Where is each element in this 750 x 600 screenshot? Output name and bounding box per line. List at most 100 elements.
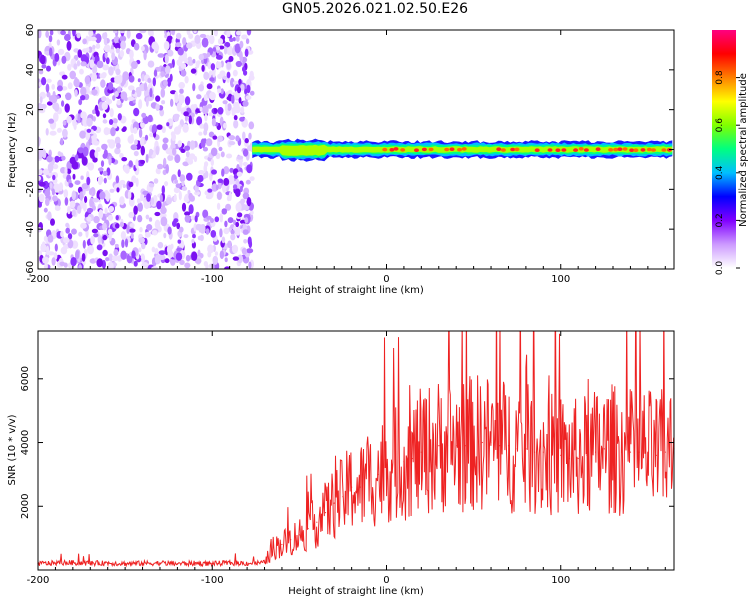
- noise-speckle: [248, 121, 255, 130]
- noise-speckle: [91, 72, 97, 82]
- snr-data-point: [281, 543, 283, 546]
- noise-speckle: [60, 137, 64, 146]
- noise-speckle: [249, 176, 255, 182]
- noise-speckle: [40, 54, 46, 65]
- snr-data-point: [560, 454, 562, 456]
- noise-speckle: [217, 73, 223, 80]
- noise-speckle: [131, 89, 135, 95]
- noise-speckle: [184, 96, 191, 106]
- noise-speckle: [62, 128, 68, 138]
- noise-speckle: [84, 196, 88, 203]
- snr-data-point: [647, 451, 649, 453]
- noise-speckle: [53, 183, 61, 193]
- snr-data-point: [54, 562, 57, 564]
- noise-speckle: [140, 45, 145, 52]
- signal-peak: [449, 147, 455, 151]
- noise-speckle: [173, 218, 179, 223]
- snr-data-point: [316, 521, 318, 523]
- noise-speckle: [207, 244, 214, 254]
- noise-speckle: [64, 166, 68, 175]
- signal-peak: [461, 147, 467, 151]
- snr-data-point: [603, 448, 605, 450]
- noise-speckle: [54, 52, 60, 62]
- noise-speckle: [117, 113, 122, 121]
- noise-speckle: [101, 96, 107, 102]
- noise-speckle: [227, 217, 234, 224]
- noise-speckle: [189, 140, 196, 150]
- noise-speckle: [176, 102, 182, 112]
- noise-speckle: [79, 130, 87, 139]
- noise-speckle: [91, 89, 98, 96]
- noise-speckle: [38, 150, 43, 160]
- noise-speckle: [243, 70, 248, 76]
- noise-speckle: [102, 119, 108, 124]
- noise-speckle: [144, 231, 151, 238]
- signal-peak: [382, 147, 388, 152]
- noise-speckle: [204, 113, 208, 122]
- noise-speckle: [47, 234, 54, 243]
- noise-speckle: [113, 249, 119, 256]
- noise-speckle: [86, 117, 93, 127]
- noise-speckle: [233, 119, 239, 129]
- noise-speckle: [127, 96, 135, 102]
- noise-speckle: [224, 102, 228, 113]
- noise-speckle: [151, 266, 159, 269]
- noise-speckle: [215, 55, 223, 60]
- noise-speckle: [147, 77, 152, 83]
- snr-data-point: [342, 496, 344, 498]
- snr-data-point: [412, 457, 414, 460]
- snr-data-point: [595, 451, 597, 453]
- noise-speckle: [167, 49, 174, 57]
- noise-speckle: [212, 255, 219, 265]
- noise-speckle: [184, 114, 188, 122]
- noise-speckle: [96, 258, 103, 268]
- noise-speckle: [181, 180, 185, 187]
- spectrogram-x-axis: -200 -100 0 100: [27, 30, 666, 285]
- snr-data-point: [351, 486, 353, 488]
- noise-speckle: [202, 146, 208, 152]
- noise-speckle: [157, 53, 165, 58]
- noise-speckle: [78, 231, 83, 237]
- noise-speckle: [225, 153, 233, 159]
- snr-data-point: [490, 441, 492, 444]
- noise-speckle: [151, 41, 159, 50]
- noise-speckle: [210, 147, 218, 157]
- noise-speckle: [213, 30, 218, 37]
- noise-speckle: [140, 137, 145, 147]
- noise-speckle: [128, 211, 135, 219]
- colorbar-tick-label: 0.4: [715, 165, 725, 180]
- noise-speckle: [178, 93, 183, 99]
- snr-data-point: [420, 451, 422, 453]
- snr-data-point: [629, 451, 632, 453]
- noise-speckle: [103, 36, 108, 46]
- noise-speckle: [122, 126, 127, 132]
- noise-speckle: [45, 83, 50, 93]
- noise-speckle: [186, 30, 191, 36]
- noise-speckle: [167, 154, 174, 161]
- noise-speckle: [224, 220, 228, 228]
- noise-speckle: [210, 230, 217, 238]
- noise-speckle: [173, 113, 180, 119]
- noise-speckle: [38, 137, 41, 147]
- noise-speckle: [119, 221, 124, 228]
- noise-speckle: [128, 85, 133, 91]
- noise-speckle: [155, 145, 160, 156]
- spectrogram-y-tick-label: -40: [25, 221, 36, 237]
- noise-speckle: [231, 94, 235, 104]
- noise-speckle: [88, 30, 94, 37]
- noise-speckle: [155, 95, 161, 102]
- signal-peak: [547, 148, 553, 152]
- noise-speckle: [103, 44, 111, 53]
- noise-speckle: [223, 46, 228, 55]
- noise-speckle: [196, 94, 202, 100]
- noise-speckle: [224, 41, 231, 48]
- snr-data-point: [577, 457, 579, 460]
- noise-speckle: [180, 148, 186, 153]
- noise-speckle: [40, 243, 47, 253]
- noise-speckle: [97, 176, 104, 184]
- noise-speckle: [233, 219, 237, 225]
- noise-speckle: [250, 210, 254, 215]
- snr-data-point: [333, 502, 335, 504]
- noise-speckle: [92, 156, 98, 163]
